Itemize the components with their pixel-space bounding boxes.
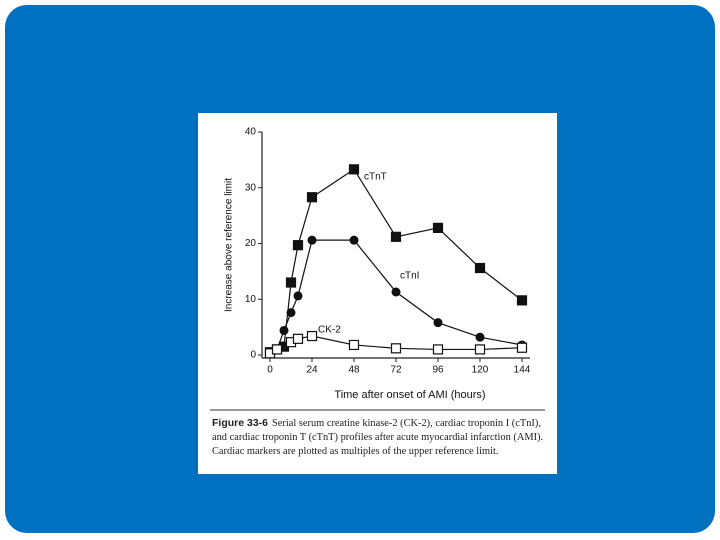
data-point [433,318,443,328]
y-tick-label: 20 [245,238,257,249]
data-point [348,339,360,351]
data-point [474,262,486,274]
y-tick-label: 0 [250,350,256,361]
data-point [474,344,486,355]
x-tick-label: 48 [348,365,360,376]
caption-text: Serial serum creatine kinase-2 (CK-2), c… [212,418,544,457]
x-tick-label: 24 [306,365,318,376]
data-point [516,295,528,306]
data-point [348,164,360,175]
x-tick-label: 96 [432,365,444,376]
series-label: cTnI [400,271,419,282]
x-tick-label: 0 [267,365,273,376]
y-tick-label: 10 [245,294,257,305]
x-tick-label: 72 [390,365,402,376]
data-point [286,308,296,318]
data-point [285,277,297,288]
data-point [292,240,304,251]
data-point [516,342,528,353]
y-axis-label: Increase above reference limit [224,178,235,312]
data-point [292,333,304,344]
series-label: CK-2 [318,325,341,336]
caption: Figure 33-6 Serial serum creatine kinase-… [212,416,546,459]
data-point [306,192,318,203]
x-axis-label: Time after onset of AMI (hours) [334,389,485,401]
series-line [269,335,523,354]
data-point [293,291,303,301]
data-point [475,332,485,342]
y-tick-label: 30 [245,182,257,193]
data-point [306,330,318,342]
x-tick-label: 144 [514,365,531,376]
x-tick-label: 120 [472,365,489,376]
data-point [349,235,359,245]
data-point [432,344,444,355]
data-point [279,325,289,335]
figure-image [198,113,557,474]
data-point [391,287,401,297]
y-tick-label: 40 [245,127,257,138]
series-label: cTnT [364,172,387,183]
data-point [390,231,402,242]
data-point [390,343,402,354]
caption-label: Figure 33-6 [212,417,269,429]
data-point [432,222,444,233]
data-point [271,344,283,355]
data-point [307,235,317,245]
